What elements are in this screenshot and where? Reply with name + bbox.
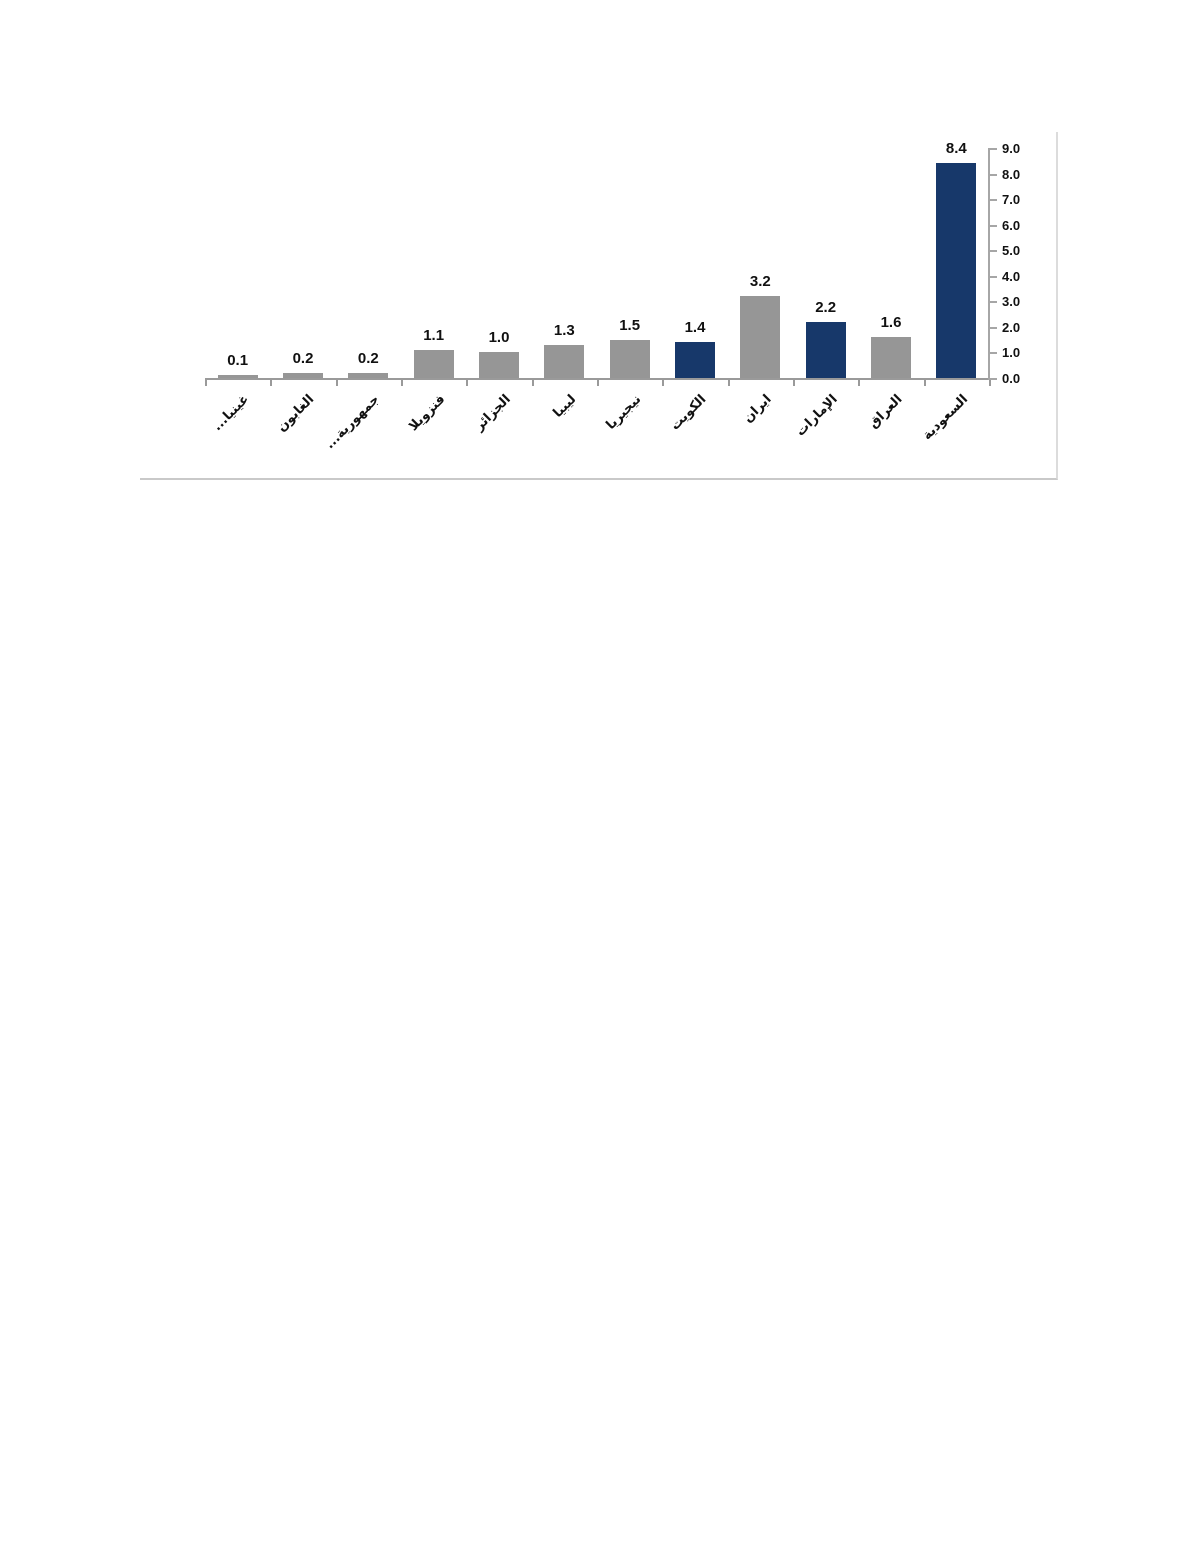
category-label-7: الكويت [668,392,710,434]
plot-area: 0.1 0.2 0.2 1.1 1.0 1.3 1.5 1.4 3.2 2.2 1.6 8.4 0.0… [140,132,1056,478]
y-tick-3 [990,301,997,304]
y-tick-label-9: 9.0 [1002,141,1021,156]
x-tick-5 [531,380,534,386]
category-label-2: جمهورية... [322,392,383,453]
bar-2 [348,372,389,378]
y-tick-label-1: 1.0 [1002,345,1021,361]
category-label-8: ايران [741,392,775,426]
y-tick-label-4: 4.0 [1002,268,1021,284]
y-tick-8 [990,173,997,176]
y-tick-label-2: 2.0 [1002,319,1021,335]
y-tick-0 [990,378,997,380]
x-tick-6 [597,380,599,386]
x-tick-1 [270,380,273,386]
bar-7 [675,342,715,378]
bar-value-label-10: 1.6 [880,314,902,332]
bar-8 [740,296,781,378]
bar-1 [283,372,323,378]
category-label-0: غينيا... [210,392,253,435]
bar-6 [609,339,650,378]
bar-value-label-2: 0.2 [357,349,379,367]
x-tick-7 [662,380,665,386]
category-label-4: الجزائر [471,392,514,434]
y-tick-label-7: 7.0 [1002,192,1021,208]
x-tick-2 [335,380,338,386]
y-tick-7 [990,199,997,202]
category-label-9: الإمارات [792,392,841,440]
bar-9 [805,321,846,378]
category-label-6: نيجيريا [603,392,645,433]
bar-value-label-9: 2.2 [815,298,837,316]
bar-10 [871,337,911,378]
y-tick-label-5: 5.0 [1002,243,1021,259]
bar-chart: 0.1 0.2 0.2 1.1 1.0 1.3 1.5 1.4 3.2 2.2 1.6 8.4 0.0… [140,132,1058,480]
y-tick-2 [990,326,997,329]
bar-11 [936,163,977,378]
bar-value-label-0: 0.1 [227,352,249,370]
y-tick-4 [990,275,997,278]
x-tick-8 [727,380,730,386]
x-tick-9 [793,380,795,386]
category-label-10: العراق [866,392,906,432]
bar-value-label-11: 8.4 [945,140,967,158]
y-tick-label-6: 6.0 [1002,217,1021,233]
bar-value-label-1: 0.2 [292,349,314,367]
category-label-3: فنزويلا [406,392,449,435]
bar-value-label-4: 1.0 [488,329,510,347]
y-tick-9 [990,148,997,150]
x-tick-10 [858,380,861,386]
y-tick-label-8: 8.0 [1002,166,1021,182]
x-tick-12 [989,380,991,386]
bar-3 [413,349,454,378]
y-tick-1 [990,352,997,355]
x-tick-11 [923,380,926,386]
bar-value-label-3: 1.1 [423,326,445,344]
category-label-11: السعودية [919,392,971,444]
x-tick-0 [205,380,207,386]
y-tick-6 [990,224,997,227]
bar-value-label-7: 1.4 [684,319,706,337]
bar-value-label-6: 1.5 [619,316,641,334]
y-tick-label-3: 3.0 [1002,294,1021,310]
bar-5 [544,344,585,378]
bar-4 [479,352,519,378]
category-label-1: الغابون [274,392,318,435]
x-tick-3 [401,380,403,386]
x-tick-4 [466,380,469,386]
y-tick-label-0: 0.0 [1002,371,1021,386]
y-axis-line [988,148,990,380]
bar-0 [217,375,258,378]
x-axis-line [205,378,989,380]
bar-value-label-8: 3.2 [749,273,771,291]
category-label-5: ليبيا [550,392,579,421]
y-tick-5 [990,250,997,253]
bar-value-label-5: 1.3 [553,321,575,339]
